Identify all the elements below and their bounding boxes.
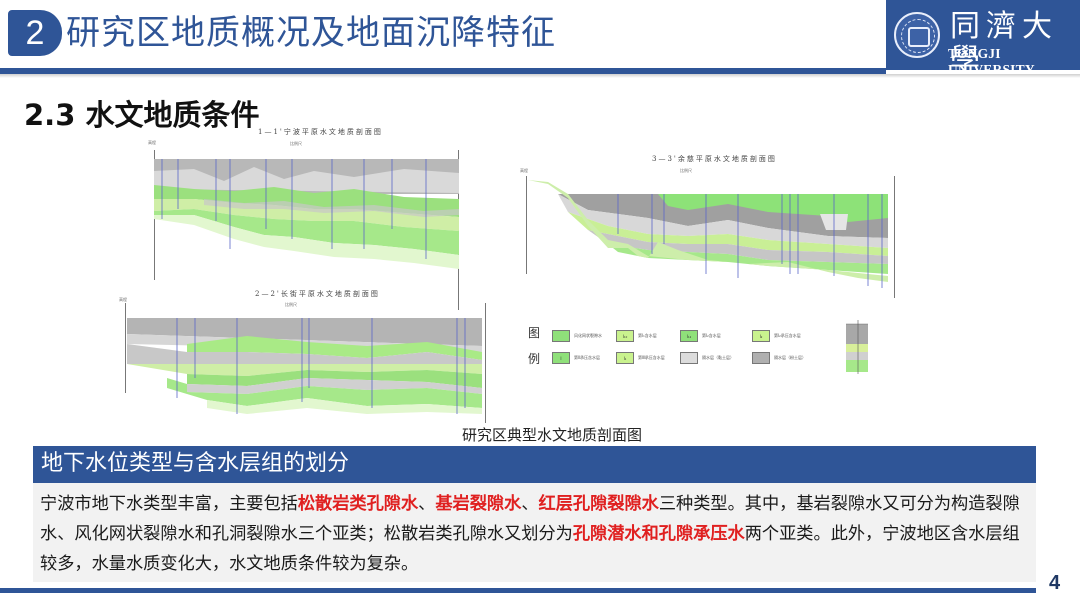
university-logo: 同濟大學 TONGJI UNIVERSITY [886, 0, 1080, 78]
profile-2-axis-label: 高程 [119, 297, 127, 302]
legend-label: 第Ⅱ承压含水层 [574, 355, 600, 360]
profile-2-figure: 2—2'长街平原水文地质剖面图 比例尺 高程 [115, 285, 495, 425]
map-legend: 图 例 风化网状裂隙水 I₁₀ 第Ⅰ₁含水层 I₁₂ 第Ⅰ₂含水层 I₂ 第Ⅰ₂… [524, 318, 824, 378]
text-run: 、 [418, 494, 436, 514]
profile-1-section [154, 159, 459, 269]
page-number: 4 [1049, 572, 1061, 594]
legend-swatch [752, 352, 770, 364]
profile-1-scale: 比例尺 [290, 141, 302, 146]
text-run: 宁波市地下水类型丰富，主要包括 [40, 494, 298, 514]
profile-2-section [127, 318, 482, 414]
legend-heading-top: 图 [528, 326, 541, 340]
legend-swatch [680, 352, 698, 364]
profile-3-left-axis [526, 176, 527, 274]
profile-2-left-axis [125, 303, 126, 393]
legend-swatch: I [552, 352, 570, 364]
profile-3-right-axis [894, 176, 895, 298]
university-seal-icon [894, 12, 940, 58]
university-name-en: TONGJI UNIVERSITY [948, 46, 1035, 77]
legend-heading-bottom: 例 [528, 352, 541, 366]
profile-2-scale: 比例尺 [285, 302, 297, 307]
subsection-title: 2.3 水文地质条件 [24, 98, 260, 132]
footer-divider [0, 588, 1036, 593]
legend-label: 第Ⅲ承压含水层 [638, 355, 665, 360]
legend-label: 第Ⅰ₁含水层 [638, 333, 657, 338]
highlight-run: 孔隙潜水和孔隙承压水 [572, 524, 745, 544]
university-name-cn: 同濟大學 [950, 9, 1058, 78]
figure-caption: 研究区典型水文地质剖面图 [462, 426, 643, 444]
page-title: 研究区地质概况及地面沉降特征 [66, 13, 556, 53]
profile-2-title: 2—2'长街平原水文地质剖面图 [255, 290, 380, 298]
profile-3-scale: 比例尺 [680, 168, 692, 173]
text-run: 两个亚类。此外，宁波地区含水层组较多，水量水质变化大，水文地质条件较为复杂。 [40, 524, 1020, 574]
profile-3-title: 3—3'余慈平原水文地质剖面图 [652, 155, 777, 163]
borehole-column-diagram [846, 320, 868, 374]
highlight-run: 基岩裂隙水 [435, 494, 522, 514]
legend-label: 隔水层（黏土层） [702, 355, 734, 360]
text-run: 三种类型。其中，基岩裂隙水又可分为构造裂隙水、风化网状裂隙水和孔洞裂隙水三个亚类… [40, 494, 1020, 544]
legend-swatch: I₁₂ [680, 330, 698, 342]
profile-2-right-axis [485, 303, 486, 423]
highlight-run: 松散岩类孔隙水 [297, 494, 419, 514]
legend-label: 第Ⅰ₂承压含水层 [774, 333, 801, 338]
text-run: 、 [521, 494, 539, 514]
panel-heading: 地下水位类型与含水层组的划分 [41, 451, 350, 476]
legend-swatch [552, 330, 570, 342]
profile-3-section [528, 180, 888, 288]
profile-1-title: 1—1'宁波平原水文地质剖面图 [258, 128, 383, 136]
panel-header: 地下水位类型与含水层组的划分 [33, 446, 1036, 483]
legend-swatch: I₁ [616, 352, 634, 364]
panel-body: 宁波市地下水类型丰富，主要包括松散岩类孔隙水、基岩裂隙水、红层孔隙裂隙水三种类型… [33, 483, 1036, 582]
profile-3-figure: 3—3'余慈平原水文地质剖面图 比例尺 高程 [512, 150, 907, 300]
legend-label: 隔水层（粉土层） [774, 355, 806, 360]
highlight-run: 红层孔隙裂隙水 [538, 494, 659, 514]
profile-1-figure: 1—1'宁波平原水文地质剖面图 比例尺 高程 [140, 120, 485, 310]
profile-3-axis-label: 高程 [520, 168, 528, 173]
legend-label: 第Ⅰ₂含水层 [702, 333, 721, 338]
section-number-badge: 2 [8, 10, 62, 56]
legend-swatch: I₂ [752, 330, 770, 342]
legend-label: 风化网状裂隙水 [574, 333, 602, 338]
panel-paragraph: 宁波市地下水类型丰富，主要包括松散岩类孔隙水、基岩裂隙水、红层孔隙裂隙水三种类型… [40, 489, 1026, 579]
profile-1-axis-label: 高程 [148, 140, 156, 145]
header-shadow [0, 74, 1080, 78]
legend-swatch: I₁₀ [616, 330, 634, 342]
header-divider [0, 68, 886, 74]
